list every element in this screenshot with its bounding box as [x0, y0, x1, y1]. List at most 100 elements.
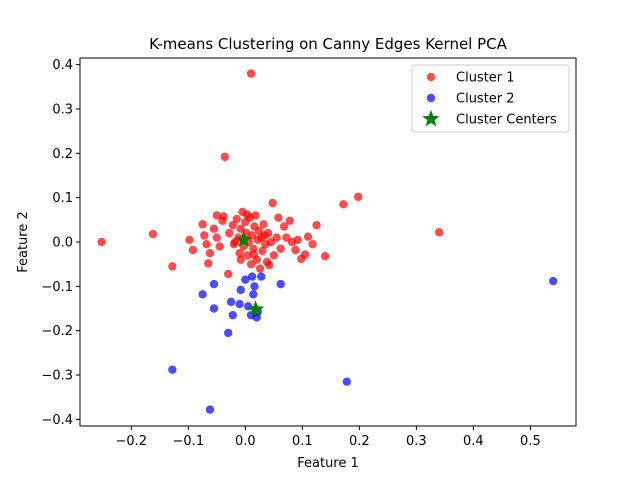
data-point	[168, 262, 177, 271]
y-tick-label: −0.2	[41, 324, 73, 339]
data-point	[226, 297, 236, 307]
data-point	[548, 276, 558, 286]
legend-item: Cluster 2	[426, 92, 515, 107]
data-point	[236, 224, 245, 233]
data-point	[198, 290, 207, 299]
y-axis: −0.4 −0.3 −0.2 −0.1 0.0 0.1 0.2 0.3 0.4	[41, 58, 80, 428]
data-point	[255, 264, 265, 273]
legend-circle-marker	[426, 72, 436, 82]
series-1	[97, 69, 444, 279]
data-point	[303, 232, 313, 241]
data-point	[293, 235, 302, 244]
data-point	[97, 237, 106, 247]
data-point	[205, 248, 215, 258]
plot-area	[79, 57, 577, 427]
y-tick-label: −0.4	[41, 413, 73, 428]
data-point	[200, 231, 209, 240]
data-point	[209, 304, 219, 313]
series-3	[235, 230, 265, 317]
legend-item: Cluster 1	[426, 71, 515, 86]
data-point	[285, 216, 295, 225]
x-tick-label: 0.1	[292, 434, 313, 449]
data-point	[291, 245, 300, 255]
data-point	[254, 226, 264, 236]
data-point	[266, 237, 276, 247]
cluster-center-marker	[247, 300, 265, 317]
data-point	[339, 200, 348, 209]
data-point	[209, 224, 219, 233]
data-point	[236, 285, 245, 295]
legend-item: Cluster Centers	[422, 110, 557, 128]
y-tick-label: 0.2	[52, 147, 73, 162]
data-point	[265, 260, 274, 270]
data-point	[224, 269, 233, 279]
data-point	[246, 69, 256, 78]
data-point	[230, 237, 240, 247]
data-point	[320, 251, 330, 261]
data-point	[168, 365, 177, 374]
x-tick-label: 0.5	[520, 434, 541, 449]
data-point	[188, 245, 198, 255]
legend-box	[411, 64, 570, 133]
data-point	[205, 405, 215, 414]
data-point	[243, 251, 252, 260]
cluster-center-marker	[235, 230, 253, 248]
chart-title: K-means Clustering on Canny Edges Kernel…	[149, 35, 508, 53]
data-point	[241, 275, 250, 284]
series-2	[168, 272, 558, 414]
data-point	[212, 211, 222, 220]
y-tick-label: 0.0	[52, 236, 73, 251]
data-point	[279, 222, 289, 231]
data-point	[249, 290, 258, 299]
data-point	[259, 220, 268, 229]
data-point	[224, 328, 233, 338]
x-tick-label: 0.4	[463, 434, 484, 449]
data-point	[204, 259, 213, 268]
data-point	[215, 242, 224, 251]
data-point	[219, 212, 228, 221]
data-point	[247, 272, 257, 281]
data-point	[260, 231, 269, 240]
data-point	[246, 259, 256, 269]
x-tick-label: 0.2	[349, 434, 370, 449]
y-tick-label: 0.4	[52, 58, 73, 73]
legend-label: Cluster 1	[456, 71, 515, 86]
y-tick-label: 0.1	[52, 191, 73, 206]
legend-star-marker	[422, 110, 440, 127]
data-point	[202, 240, 211, 249]
data-point	[272, 233, 281, 242]
data-point	[282, 233, 291, 242]
y-tick-label: −0.3	[41, 369, 73, 384]
data-point	[220, 152, 230, 162]
legend: Cluster 1 Cluster 2 Cluster Centers	[411, 64, 570, 133]
data-point	[251, 211, 260, 220]
data-point	[300, 250, 310, 259]
data-point	[185, 235, 194, 244]
data-point	[209, 279, 219, 289]
legend-circle-marker	[426, 93, 436, 103]
x-axis-label: Feature 1	[297, 456, 359, 471]
data-point	[198, 220, 207, 229]
data-point	[242, 210, 252, 219]
data-point	[257, 272, 266, 281]
x-tick-label: −0.1	[173, 434, 205, 449]
data-point	[249, 250, 259, 259]
data-point	[312, 220, 321, 230]
y-tick-label: −0.1	[41, 280, 73, 295]
data-point	[276, 244, 285, 253]
data-point	[235, 248, 244, 258]
data-point	[228, 310, 237, 320]
data-point	[434, 228, 444, 237]
x-tick-label: 0.3	[406, 434, 427, 449]
data-point	[268, 198, 277, 208]
data-point	[148, 229, 158, 239]
data-point	[212, 233, 222, 242]
data-point	[258, 246, 267, 256]
data-point	[236, 255, 245, 264]
legend-label: Cluster Centers	[456, 113, 557, 128]
data-point	[225, 228, 234, 238]
data-point	[232, 214, 241, 224]
data-point	[276, 279, 285, 289]
x-axis: −0.2 −0.1 0.0 0.1 0.2 0.3 0.4 0.5	[116, 426, 541, 449]
